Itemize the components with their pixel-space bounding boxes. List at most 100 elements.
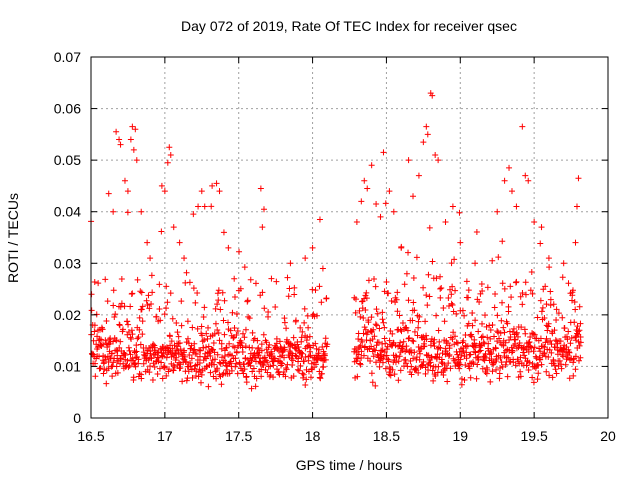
data-point [555,310,562,317]
data-point [113,128,120,135]
data-point [553,370,560,377]
data-point [117,355,124,362]
data-point [133,348,140,355]
data-point [220,229,227,236]
data-point [147,255,154,262]
data-point [209,182,216,189]
data-point [187,359,194,366]
data-point [445,353,452,360]
data-point [502,339,509,346]
data-point [545,255,552,262]
data-point [158,228,165,235]
data-point [452,287,459,294]
data-point [407,357,414,364]
data-point [475,328,482,335]
data-point [250,337,257,344]
data-point [469,310,476,317]
data-point [271,355,278,362]
data-point [134,335,141,342]
data-point [283,336,290,343]
data-point [508,188,515,195]
data-point [569,297,575,304]
data-point [299,370,306,377]
data-point [405,157,412,164]
data-point [488,355,495,362]
data-point [105,190,112,197]
data-point [98,336,105,343]
data-point [312,361,319,368]
data-point [522,291,529,298]
data-point [547,288,554,295]
data-point [122,363,129,370]
data-point [154,371,161,378]
data-point [116,321,123,328]
data-point [423,332,430,339]
data-point [413,354,420,361]
data-point [357,361,364,368]
data-point [212,356,219,363]
data-point [448,300,455,307]
data-point [566,349,573,356]
data-point [156,365,163,372]
data-point [183,358,190,365]
data-point [517,373,524,380]
data-point [474,361,481,368]
data-point [111,313,118,320]
data-point [545,353,552,360]
data-point [296,367,303,374]
data-point [479,333,486,340]
data-point [525,339,532,346]
data-point [365,277,372,284]
data-point [159,352,166,359]
data-point [198,188,205,195]
data-point [368,314,375,321]
data-point [243,373,250,380]
data-point [225,319,232,326]
x-tick-label: 18.5 [373,428,400,444]
data-point [467,374,474,381]
data-point [94,333,101,340]
data-point [193,368,200,375]
data-point [461,312,468,319]
data-point [133,157,140,164]
data-point [207,352,214,359]
data-point [426,293,433,300]
data-point [429,367,436,374]
data-point [531,219,538,226]
data-point [514,333,521,340]
data-point [190,211,197,218]
data-point [537,356,544,363]
data-point [569,287,576,294]
data-point [451,256,458,263]
data-point [264,359,271,366]
data-point [273,335,280,342]
data-point [416,313,423,320]
data-point [411,349,418,356]
data-point [452,333,459,340]
data-point [506,164,513,171]
data-point [408,363,415,370]
data-point [449,336,456,343]
data-point [572,366,579,373]
data-point [487,378,494,385]
data-point [552,366,559,373]
data-point [219,289,226,296]
data-point [576,303,583,310]
data-point [484,284,491,291]
data-point [91,322,98,329]
data-point [221,352,228,359]
data-point [225,244,232,251]
data-point [445,295,452,302]
data-point [376,363,383,370]
data-point [373,322,380,329]
data-point [139,331,146,338]
data-point [175,340,182,347]
data-point [494,208,501,215]
data-point [215,297,222,304]
data-point [553,306,560,313]
data-point [119,326,126,333]
data-point [513,278,520,285]
data-point [458,352,465,359]
data-point [129,123,136,130]
data-point [233,310,240,317]
